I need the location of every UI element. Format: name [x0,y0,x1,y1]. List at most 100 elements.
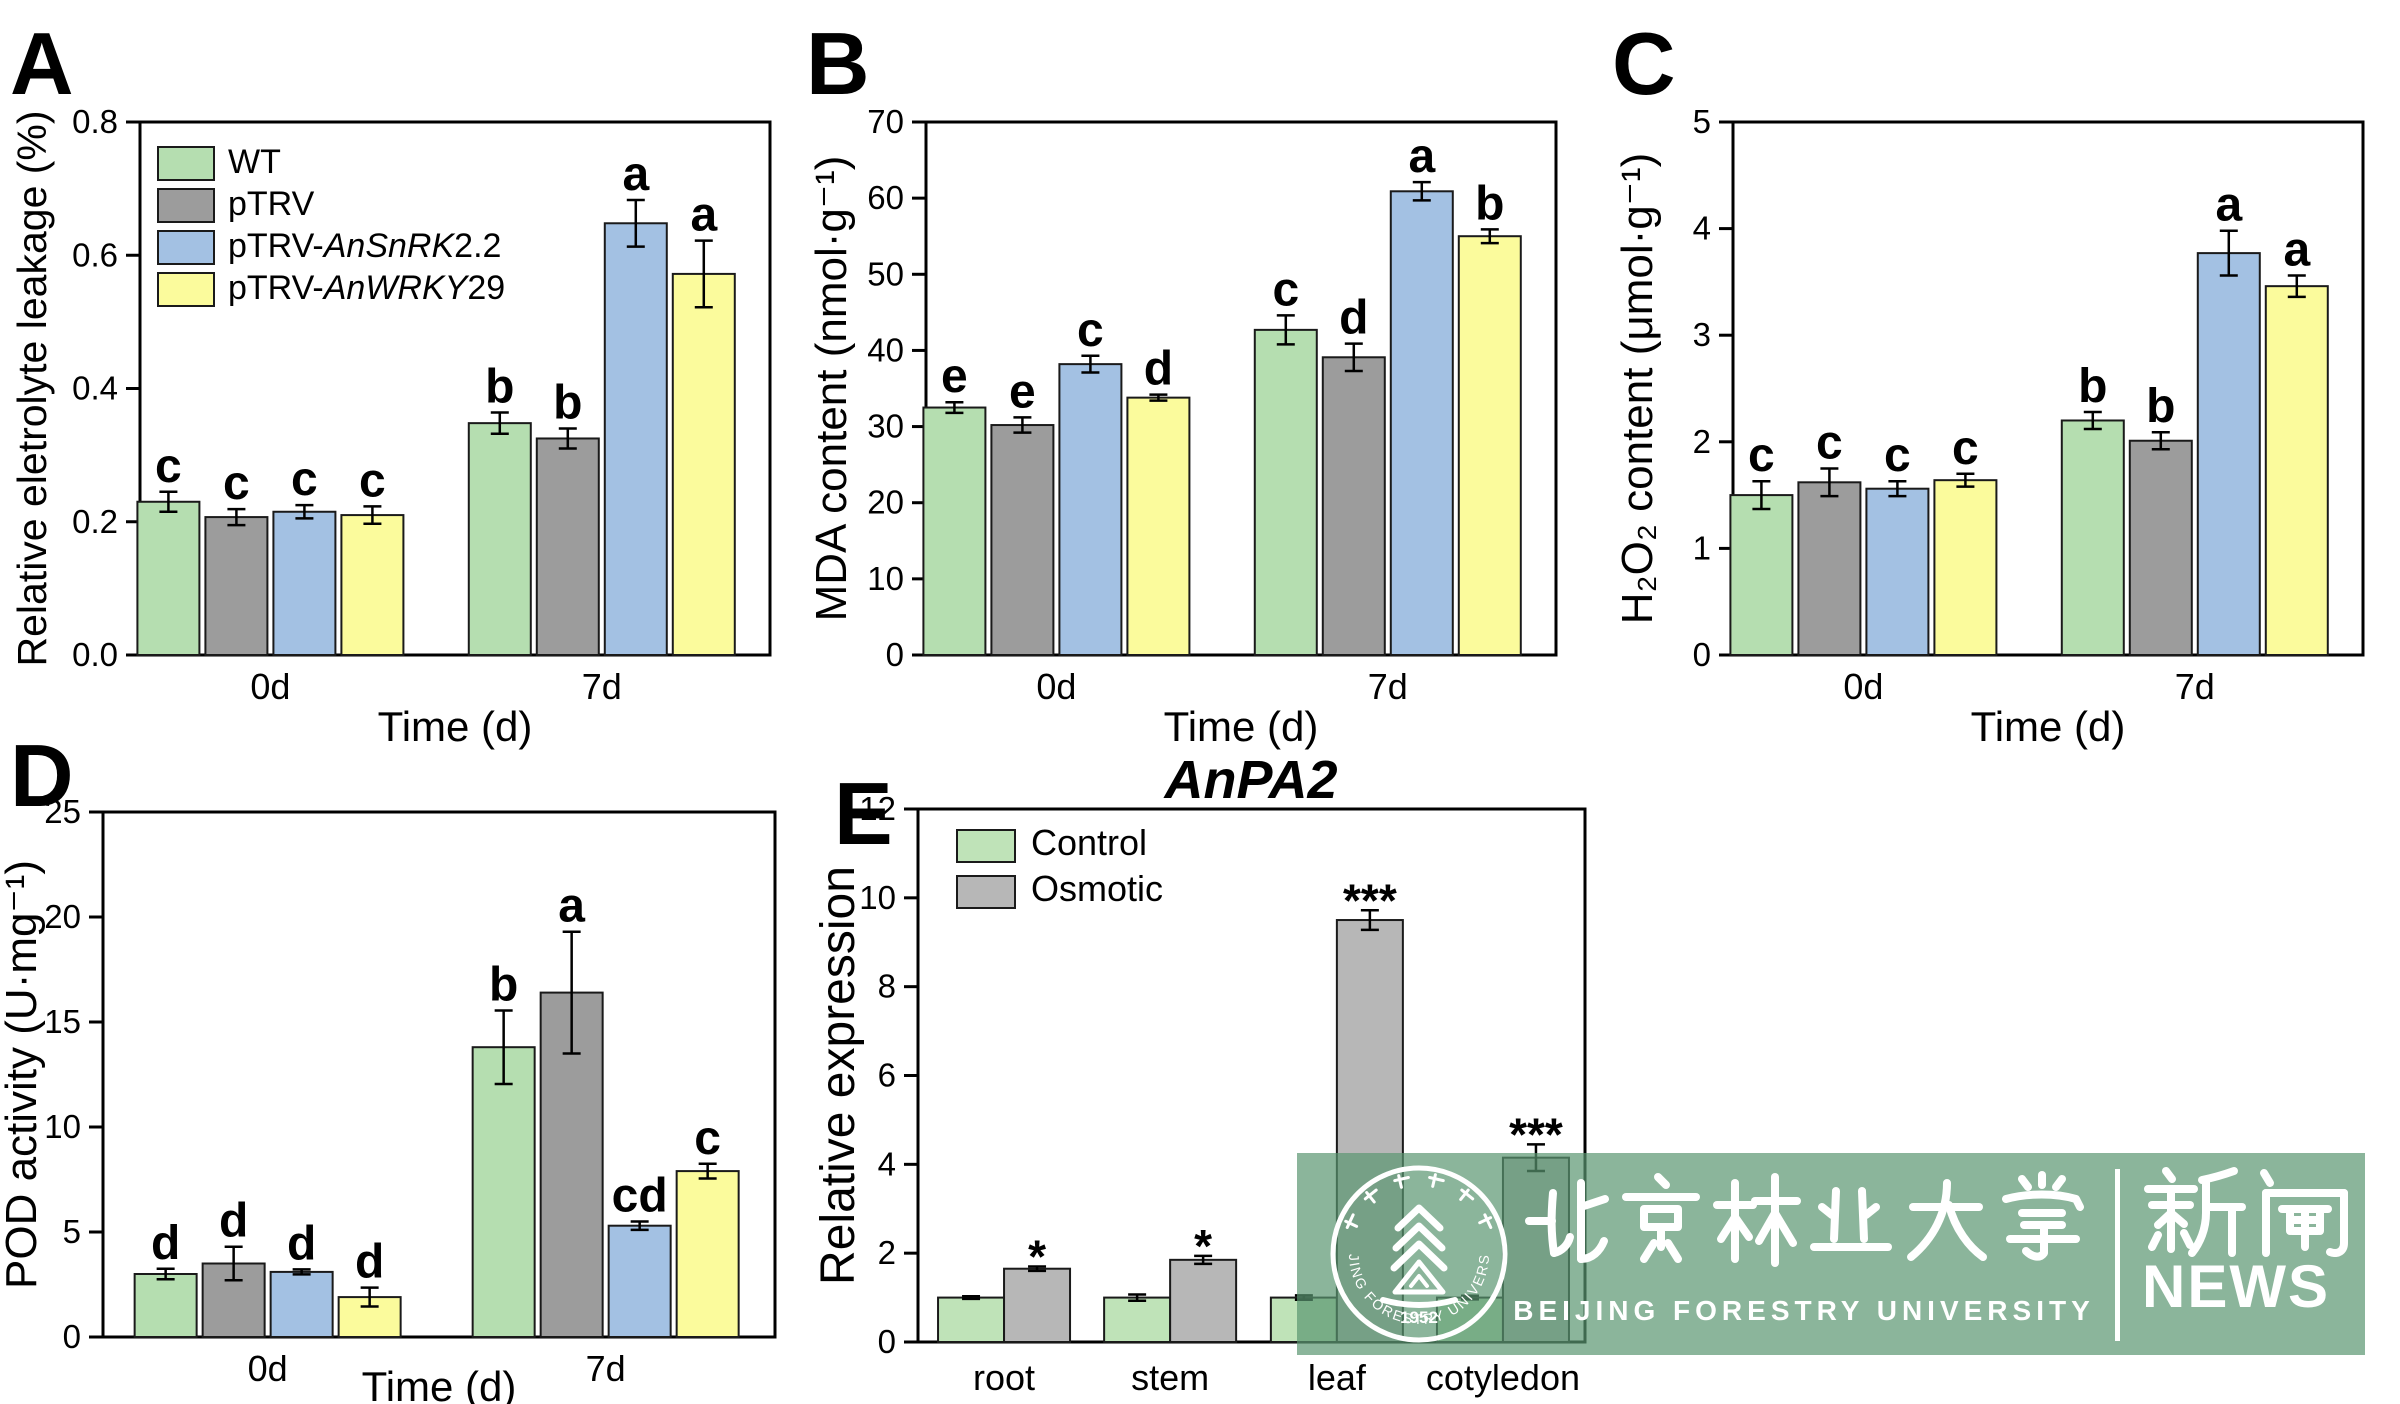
panel-b-ylabel: MDA content (nmol·g⁻¹) [807,156,856,622]
panel-b-sig-letter: d [1339,292,1368,345]
panel-d-ytick-label: 10 [44,1108,81,1145]
panel-b-errorbar-s0-c1 [1276,314,1295,346]
panel-e-bar-s1-c0 [1003,1267,1072,1344]
panel-a-sig-letter: c [223,457,250,510]
panel-c-errorbar-s2-c0 [1888,479,1907,498]
panel-d-sig-letter: b [489,958,518,1011]
panel-b-ytick-label: 50 [867,255,904,292]
char-wen [2260,1169,2348,1257]
panel-d-bar-s3-c1 [675,1170,740,1338]
panel-e-sig-asterisks: * [1028,1230,1046,1282]
panel-e-ytick-label: 2 [878,1234,896,1271]
panel-e-ytick-label: 10 [859,879,896,916]
panel-d-ytick-label: 15 [44,1003,81,1040]
panel-a-sig-letter: a [690,189,717,242]
panel-d-sig-letter: d [355,1236,384,1289]
panel-b-xcat-label: 7d [1368,666,1408,707]
panel-b-errorbar-s1-c1 [1344,342,1363,373]
panel-d-xlabel: Time (d) [362,1363,517,1404]
panel-a-xlabel: Time (d) [378,703,533,750]
panel-e-sig-asterisks: * [1194,1220,1212,1272]
panel-c-bar-s3-c0 [1933,479,1998,656]
panel-c-xcat-label: 7d [2175,666,2215,707]
panel-b-sig-letter: e [941,350,968,403]
panel-a-ytick-label: 0.6 [72,236,118,273]
panel-a-legend-label: WT [228,143,281,181]
char-xue [2002,1171,2084,1261]
panel-b-errorbar-s2-c1 [1412,180,1431,202]
panel-a-legend-swatch [157,230,215,265]
panel-c-errorbar-s3-c0 [1956,472,1975,488]
panel-b-sig-letter: c [1077,304,1104,357]
panel-e-xcat-label: leaf [1308,1357,1367,1398]
panel-a-legend-label: pTRV [228,185,315,223]
panel-b-xlabel: Time (d) [1164,703,1319,750]
watermark-banner: 1952 BEIJING FORESTRY UNIVERSITY [1297,1153,2365,1355]
seal-year: 1952 [1400,1308,1438,1327]
panel-a-ytick-label: 0.8 [72,103,118,140]
panel-b-errorbar-s2-c0 [1081,354,1100,374]
panel-c-ytick-label: 0 [1693,636,1711,673]
panel-e-label: E [834,764,893,863]
panel-a-errorbar-s2-c0 [295,503,314,520]
university-seal-logo: 1952 BEIJING FORESTRY UNIVERSITY [1323,1158,1508,1343]
panel-e-ytick-label: 0 [878,1323,896,1360]
panel-d-bar-s2-c1 [607,1224,672,1338]
panel-e-ytick-label: 4 [878,1145,896,1182]
panel-d-errorbar-s0-c1 [494,1009,513,1086]
panel-b-ytick-label: 40 [867,331,904,368]
panel-b-ytick-label: 30 [867,408,904,445]
panel-c-label: C [1612,14,1676,113]
panel-b-ytick-label: 0 [886,636,904,673]
panel-a-errorbar-s0-c1 [490,411,509,436]
panel-e-legend-label: Osmotic [1031,868,1163,909]
news-english-label: NEWS [2142,1253,2330,1320]
panel-d-bar-s2-c0 [269,1270,334,1339]
panel-e-legend-label: Control [1031,822,1147,863]
panel-b-errorbar-s0-c0 [945,400,964,415]
panel-d-bar-s0-c0 [133,1273,198,1338]
panel-c-bar-s1-c0 [1797,481,1862,657]
panel-a-bar-s3-c0 [340,514,405,657]
university-name-calligraphy [1525,1171,2084,1267]
panel-a-bar-s0-c1 [467,422,532,656]
panel-e-errorbar-s0-c1 [1128,1293,1147,1302]
panel-b-sig-letter: b [1475,177,1504,230]
panel-e-errorbar-s1-c2 [1360,909,1379,932]
panel-a-ytick-label: 0.0 [72,636,118,673]
panel-d-errorbar-s3-c1 [698,1162,717,1180]
panel-a-legend-swatch [157,188,215,223]
char-da [1907,1179,1987,1261]
panel-a-bar-s2-c1 [603,222,668,657]
panel-c-xlabel: Time (d) [1971,703,2126,750]
panel-c-errorbar-s0-c1 [2083,410,2102,431]
panel-d-ytick-label: 20 [44,898,81,935]
panel-e-errorbar-s1-c0 [1028,1265,1047,1273]
panel-a-ylabel: Relative eletrolyte leakage (%) [9,110,55,666]
panel-a-errorbar-s1-c0 [227,507,246,527]
panel-e-xcat-label: stem [1131,1357,1209,1398]
panel-a-bar-s3-c1 [671,272,736,656]
panel-a-ytick-label: 0.4 [72,370,118,407]
panel-d-errorbar-s2-c0 [292,1268,311,1276]
panel-d-errorbar-s2-c1 [630,1220,649,1232]
panel-a-errorbar-s2-c1 [626,198,645,248]
panel-b-bar-s1-c0 [990,424,1055,657]
panel-a-sig-letter: c [155,440,182,493]
panel-d-sig-letter: d [151,1217,180,1270]
panel-a-errorbar-s3-c1 [694,239,713,309]
panel-c-errorbar-s2-c1 [2219,229,2238,277]
panel-b-bar-s0-c0 [922,406,987,656]
panel-a-errorbar-s0-c0 [159,490,178,514]
panel-b-errorbar-s3-c0 [1149,393,1168,402]
panel-c-errorbar-s0-c0 [1752,479,1771,511]
panel-a: A 0.0 0.2 0.4 0.6 0.8 Relative eletrolyte leak… [9,14,772,750]
panel-a-legend-label: pTRV-AnSnRK2.2 [228,227,501,265]
panel-a-sig-letter: a [622,148,649,201]
panel-c-sig-letter: c [1952,422,1979,475]
panel-c-ytick-label: 1 [1693,529,1711,566]
panel-c-ylabel: H₂O₂ content (μmol·g⁻¹) [1613,153,1662,625]
panel-a-sig-letter: c [359,454,386,507]
